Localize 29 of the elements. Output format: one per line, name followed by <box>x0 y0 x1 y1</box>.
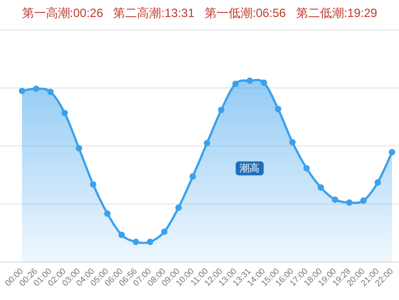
point <box>204 140 210 146</box>
point <box>47 88 54 96</box>
point <box>318 184 324 191</box>
point <box>18 88 26 94</box>
point <box>274 106 282 112</box>
point <box>132 238 140 246</box>
point <box>33 86 40 92</box>
point <box>246 78 253 84</box>
chart-title: 第一高潮:00:26 第二高潮:13:31 第一低潮:06:56 第二低潮:19:29 <box>22 6 378 20</box>
point <box>190 173 196 180</box>
point <box>118 232 125 238</box>
point <box>332 196 338 203</box>
point <box>90 181 96 188</box>
point <box>374 179 381 186</box>
point <box>360 197 367 204</box>
point <box>76 144 82 152</box>
point <box>346 199 353 206</box>
point <box>218 106 224 114</box>
point <box>104 210 111 217</box>
point <box>175 204 182 211</box>
point <box>146 238 154 246</box>
point <box>388 148 396 156</box>
point <box>232 80 239 88</box>
point <box>260 80 268 86</box>
point <box>303 165 310 172</box>
point <box>289 138 296 146</box>
series-label: 潮高 <box>240 162 260 174</box>
point <box>61 110 68 116</box>
point <box>161 228 168 235</box>
